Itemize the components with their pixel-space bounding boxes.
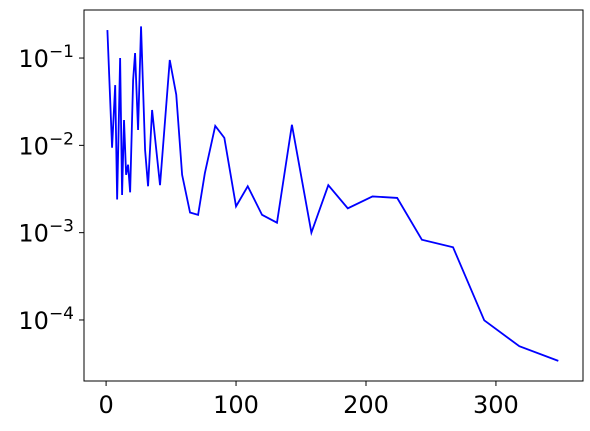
- y-tick-label: 10−3: [18, 217, 74, 248]
- x-tick-label: 300: [473, 391, 519, 419]
- x-tick-label: 200: [343, 391, 389, 419]
- y-tick-label: 10−2: [18, 129, 74, 160]
- x-tick-label: 100: [213, 391, 259, 419]
- x-tick-label: 0: [98, 391, 113, 419]
- axes-frame: [83, 9, 584, 382]
- y-tick-label: 10−1: [18, 42, 74, 73]
- data-line: [106, 26, 559, 362]
- y-tick-label: 10−4: [18, 304, 74, 335]
